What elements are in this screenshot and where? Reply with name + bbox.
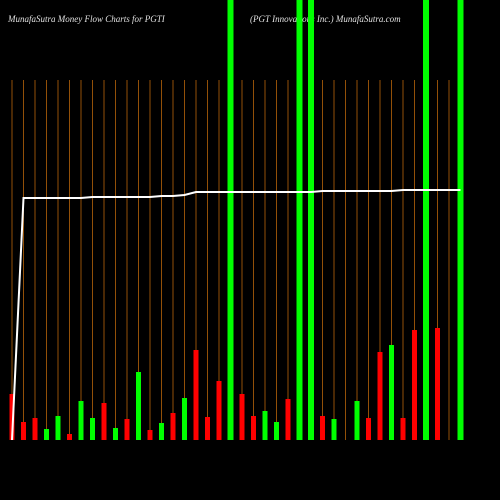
bar [193, 350, 199, 440]
bar [331, 419, 337, 440]
bar [147, 430, 153, 440]
money-flow-line [11, 189, 461, 441]
bar [227, 0, 234, 440]
bar [435, 328, 440, 440]
bar [216, 381, 222, 440]
chart-title: MunafaSutra Money Flow Charts for PGTI [7, 14, 166, 24]
bar [251, 416, 256, 440]
bar [308, 0, 314, 440]
bar [423, 0, 429, 440]
bar [113, 428, 118, 440]
bar [9, 394, 15, 440]
bar [400, 418, 406, 440]
bar [90, 418, 95, 440]
bar [205, 417, 210, 440]
bar [239, 394, 245, 440]
bar [377, 352, 383, 440]
bar [159, 423, 164, 440]
bar [296, 0, 303, 440]
bar [366, 418, 371, 440]
bar [320, 416, 325, 440]
bar [170, 413, 176, 440]
bar [457, 0, 464, 440]
bar [32, 418, 38, 440]
bar [44, 429, 49, 440]
bar [412, 330, 417, 440]
bar [101, 403, 107, 440]
bar [389, 345, 394, 440]
bar [78, 401, 84, 440]
bar [285, 399, 291, 440]
bar [354, 401, 360, 440]
bar [182, 398, 187, 440]
bar [136, 372, 141, 440]
bar [67, 434, 72, 440]
chart-subtitle: (PGT Innovations Inc.) MunafaSutra.com [250, 14, 401, 24]
bar [262, 411, 268, 440]
bar [124, 419, 130, 440]
bar [21, 422, 26, 440]
bar [274, 422, 279, 440]
bar [55, 416, 61, 440]
